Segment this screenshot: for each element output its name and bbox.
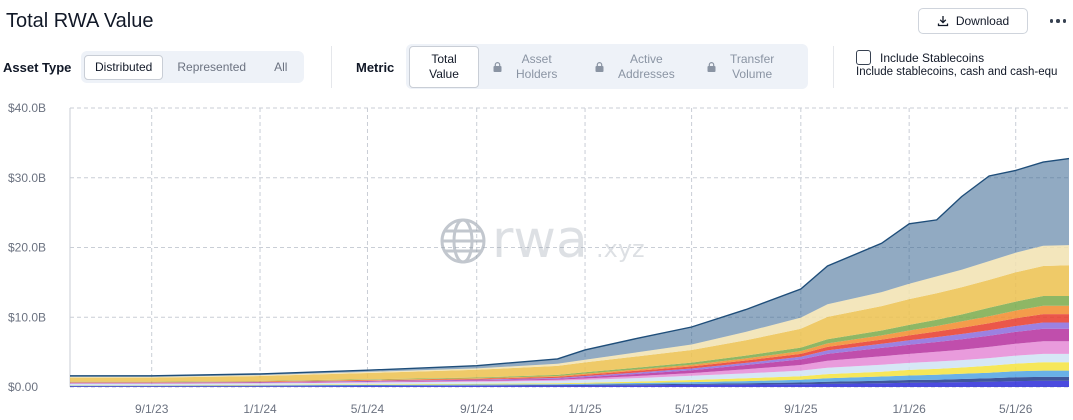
- area-series-1: [70, 376, 1069, 387]
- y-tick-label: $40.0B: [8, 101, 46, 115]
- divider: [331, 46, 332, 88]
- stablecoins-description: Include stablecoins, cash and cash-equ: [856, 66, 1058, 78]
- download-label: Download: [955, 14, 1010, 28]
- rwa-value-chart: rwa .xyz $0.00 $10.0B $20.0B $30.0B $40.0B 9/…: [8, 101, 1070, 416]
- metric-label: Metric: [356, 60, 395, 75]
- page-title: Total RWA Value: [6, 10, 154, 32]
- x-tick-label: 5/1/24: [351, 402, 385, 416]
- chart-axes: $0.00 $10.0B $20.0B $30.0B $40.0B 9/1/23 1/1/2…: [8, 101, 1033, 416]
- asset-type-selector: Distributed Represented All: [81, 51, 305, 83]
- area-series-4: [70, 353, 1069, 386]
- lock-icon: [707, 61, 716, 72]
- asset-type-represented[interactable]: Represented: [177, 59, 247, 74]
- y-tick-label: $30.0B: [8, 171, 46, 185]
- asset-type-label: Asset Type: [3, 60, 72, 75]
- metric-transfer-volume[interactable]: Transfer Volume: [695, 47, 800, 87]
- watermark-text: rwa: [492, 210, 588, 270]
- x-tick-label: 1/1/24: [243, 402, 277, 416]
- download-icon: [937, 16, 948, 27]
- globe-icon: [440, 218, 486, 264]
- divider: [833, 46, 834, 88]
- y-tick-label: $0.00: [8, 380, 38, 394]
- more-options-icon[interactable]: [1046, 12, 1070, 30]
- metric-total-value[interactable]: Total Value: [409, 45, 479, 88]
- lock-icon: [493, 61, 502, 72]
- area-series-3: [70, 362, 1069, 386]
- stablecoins-checkbox[interactable]: [856, 50, 871, 65]
- area-series-2: [70, 370, 1069, 386]
- area-series-0: [70, 380, 1069, 387]
- x-tick-label: 9/1/24: [460, 402, 494, 416]
- download-button[interactable]: Download: [918, 8, 1028, 34]
- area-series-11: [70, 265, 1069, 382]
- watermark: rwa .xyz: [440, 210, 645, 270]
- y-tick-label: $10.0B: [8, 310, 46, 324]
- area-series-5: [70, 341, 1069, 384]
- total-line: [70, 157, 1070, 377]
- watermark-suffix: .xyz: [596, 235, 645, 263]
- metric-asset-holders[interactable]: Asset Holders: [481, 47, 581, 87]
- asset-type-distributed[interactable]: Distributed: [84, 54, 164, 80]
- x-tick-label: 1/1/25: [568, 402, 602, 416]
- asset-type-all[interactable]: All: [274, 59, 288, 74]
- x-tick-label: 5/1/26: [999, 402, 1033, 416]
- metric-selector: Total Value Asset Holders Active Addresses…: [406, 44, 808, 89]
- metric-active-addresses[interactable]: Active Addresses: [583, 47, 693, 87]
- y-tick-label: $20.0B: [8, 241, 46, 255]
- x-tick-label: 5/1/25: [675, 402, 709, 416]
- area-series-6: [70, 328, 1069, 384]
- stablecoins-toggle: Include Stablecoins Include stablecoins,…: [856, 50, 1073, 78]
- chart-areas: [70, 157, 1070, 387]
- stablecoins-label: Include Stablecoins: [880, 50, 985, 65]
- lock-icon: [595, 61, 604, 72]
- x-tick-label: 9/1/23: [135, 402, 169, 416]
- x-tick-label: 9/1/25: [784, 402, 818, 416]
- area-series-13: [70, 158, 1069, 377]
- x-tick-label: 1/1/26: [892, 402, 926, 416]
